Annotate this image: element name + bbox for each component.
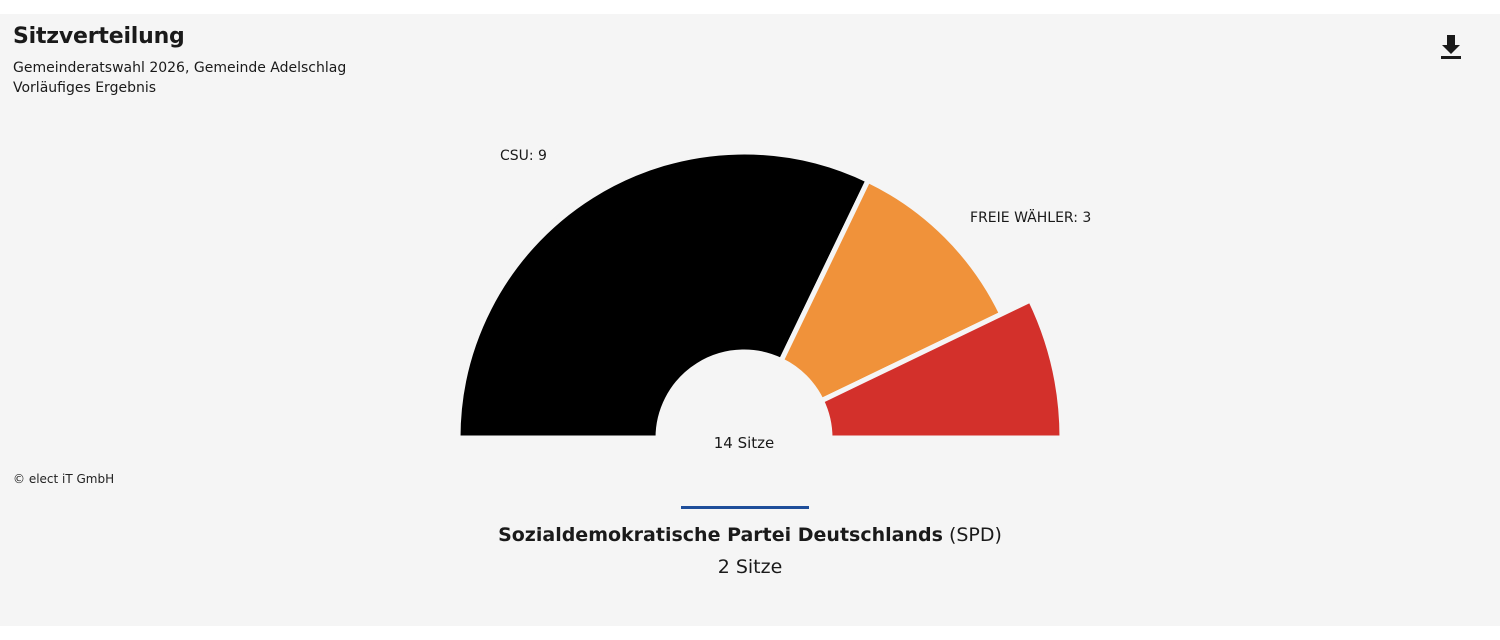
slice-label-csu: CSU: 9 xyxy=(500,148,547,164)
party-detail-name: Sozialdemokratische Partei Deutschlands … xyxy=(0,524,1500,546)
total-seats-label: 14 Sitze xyxy=(714,434,775,452)
download-button[interactable] xyxy=(1436,32,1466,62)
subtitle-election: Gemeinderatswahl 2026, Gemeinde Adelschl… xyxy=(13,60,347,76)
credit-text: © elect iT GmbH xyxy=(13,472,115,486)
party-full-name: Sozialdemokratische Partei Deutschlands xyxy=(498,524,943,546)
download-icon xyxy=(1441,35,1461,59)
party-accent-line xyxy=(681,506,809,509)
party-seat-count: 2 Sitze xyxy=(717,556,783,578)
party-short-name: (SPD) xyxy=(948,524,1002,546)
subtitle-status: Vorläufiges Ergebnis xyxy=(13,80,157,96)
slice-csu[interactable] xyxy=(455,149,872,441)
slice-spd[interactable] xyxy=(818,296,1065,441)
slice-label-freie-wähler: FREIE WÄHLER: 3 xyxy=(970,208,1091,226)
chart-title: Sitzverteilung xyxy=(13,24,185,49)
slice-freie-wähler[interactable] xyxy=(777,176,1006,405)
chart-subtitle: Gemeinderatswahl 2026, Gemeinde Adelschl… xyxy=(13,58,346,98)
